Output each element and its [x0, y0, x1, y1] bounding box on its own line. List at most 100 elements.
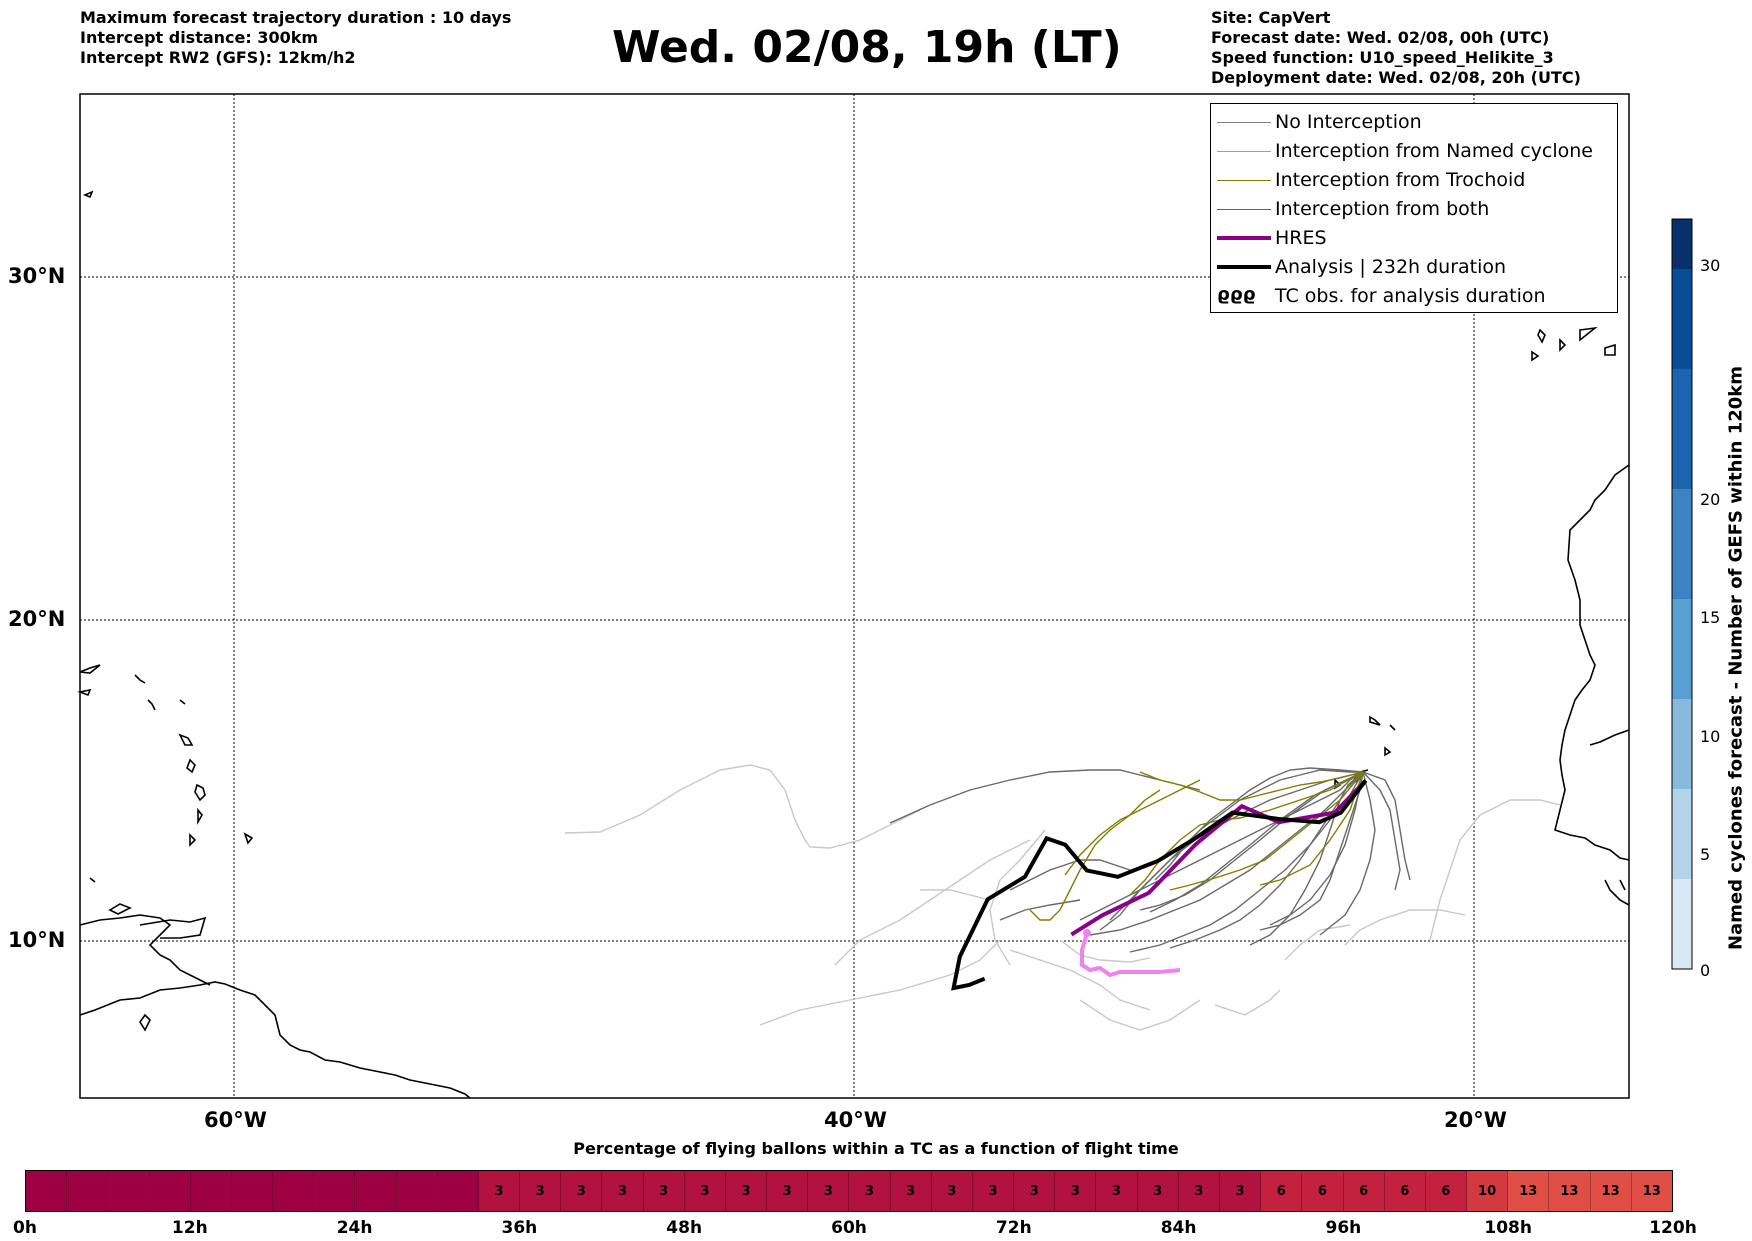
percentage-cell: 3 [1096, 1171, 1138, 1211]
percentage-cell: 10 [1467, 1171, 1509, 1211]
percentage-cell [190, 1171, 232, 1211]
percentage-cell: 3 [1137, 1171, 1179, 1211]
percentage-bar-tick: 120h [1649, 1218, 1697, 1238]
colorbar-label: Named cyclones forecast - Number of GEFS… [1725, 365, 1747, 951]
percentage-cell: 3 [520, 1171, 562, 1211]
coastlines [77, 190, 1630, 1099]
colorbar-tick: 10 [1700, 727, 1721, 746]
colorbar-tick: 15 [1700, 608, 1721, 627]
legend-label: TC obs. for analysis duration [1275, 285, 1546, 307]
percentage-cell: 3 [849, 1171, 891, 1211]
header-left-line: Intercept RW2 (GFS): 12km/h2 [80, 48, 356, 67]
percentage-cell [355, 1171, 397, 1211]
percentage-cell [437, 1171, 479, 1211]
percentage-cell: 13 [1508, 1171, 1550, 1211]
percentage-cell: 3 [1178, 1171, 1220, 1211]
gridlines [80, 94, 1629, 1098]
analysis-line [951, 779, 1368, 991]
legend-label: Interception from Trochoid [1275, 169, 1526, 191]
legend-label: Interception from Named cyclone [1275, 140, 1593, 162]
percentage-bar: 3 3 3 3 3 3 3 3 3 3 3 3 3 3 3 3 3 3 3 6 6 6 6 6 10 13 13 13 13 [25, 1170, 1673, 1212]
percentage-cell: 3 [931, 1171, 973, 1211]
header-left-line: Intercept distance: 300km [80, 28, 319, 47]
percentage-cell: 6 [1343, 1171, 1385, 1211]
header-right-line: Forecast date: Wed. 02/08, 00h (UTC) [1211, 28, 1550, 47]
legend-swatch [1217, 209, 1271, 210]
x-tick-label: 20°W [1444, 1108, 1507, 1132]
percentage-bar-title: Percentage of flying ballons within a TC… [573, 1139, 1179, 1158]
percentage-cell [108, 1171, 150, 1211]
percentage-cell [314, 1171, 356, 1211]
percentage-bar-tick: 48h [666, 1218, 703, 1238]
percentage-cell: 6 [1261, 1171, 1303, 1211]
percentage-cell: 3 [1219, 1171, 1262, 1211]
colorbar [1671, 218, 1693, 970]
percentage-bar-tick: 108h [1484, 1218, 1532, 1238]
y-tick-label: 30°N [8, 264, 66, 288]
legend-entry: No Interception [1211, 108, 1617, 137]
percentage-cell: 3 [725, 1171, 768, 1211]
percentage-cell [231, 1171, 274, 1211]
header-right-line: Speed function: U10_speed_Helikite_3 [1211, 48, 1554, 67]
header-left: Maximum forecast trajectory duration : 1… [80, 8, 511, 68]
legend-swatch [1217, 265, 1271, 269]
percentage-cell: 6 [1384, 1171, 1426, 1211]
hres-line [1070, 779, 1368, 937]
percentage-cell: 3 [602, 1171, 644, 1211]
legend-label: Analysis | 232h duration [1275, 256, 1507, 278]
percentage-cell [396, 1171, 438, 1211]
percentage-cell: 3 [972, 1171, 1015, 1211]
percentage-cell: 3 [767, 1171, 809, 1211]
percentage-cell: 13 [1631, 1171, 1672, 1211]
legend-swatch [1217, 180, 1271, 181]
y-tick-label: 10°N [8, 928, 66, 952]
x-tick-label: 60°W [204, 1108, 267, 1132]
percentage-cell [273, 1171, 315, 1211]
legend-entry: ϱϱϱ TC obs. for analysis duration [1211, 282, 1617, 311]
trajectories-light [564, 764, 1561, 1031]
percentage-bar-tick: 36h [501, 1218, 538, 1238]
header-right-line: Site: CapVert [1211, 8, 1331, 27]
percentage-cell: 3 [808, 1171, 850, 1211]
legend: No Interception Interception from Named … [1210, 103, 1618, 313]
percentage-cell [149, 1171, 191, 1211]
tc-symbol-icon: ϱϱϱ [1217, 284, 1256, 305]
percentage-cell: 3 [684, 1171, 726, 1211]
colorbar-tick: 0 [1700, 961, 1711, 980]
x-tick-label: 40°W [824, 1108, 887, 1132]
hres-end-marker [1083, 929, 1091, 937]
legend-label: No Interception [1275, 111, 1422, 133]
percentage-cell: 3 [1055, 1171, 1097, 1211]
percentage-cell [67, 1171, 109, 1211]
percentage-bar-tick: 60h [831, 1218, 867, 1238]
percentage-bar-tick: 84h [1160, 1218, 1197, 1238]
percentage-cell: 3 [1014, 1171, 1056, 1211]
percentage-bar-tick: 12h [171, 1218, 208, 1238]
legend-entry: Analysis | 232h duration [1211, 253, 1617, 282]
legend-entry: HRES [1211, 224, 1617, 253]
percentage-cell: 13 [1590, 1171, 1632, 1211]
colorbar-tick: 5 [1700, 845, 1711, 864]
percentage-cell: 6 [1302, 1171, 1344, 1211]
legend-swatch [1217, 236, 1271, 240]
percentage-cell: 3 [890, 1171, 932, 1211]
percentage-bar-tick: 72h [995, 1218, 1032, 1238]
header-left-line: Maximum forecast trajectory duration : 1… [80, 8, 512, 27]
header-right: Site: CapVert Forecast date: Wed. 02/08,… [1211, 8, 1581, 88]
header-right-line: Deployment date: Wed. 02/08, 20h (UTC) [1211, 68, 1581, 87]
percentage-cell: 6 [1425, 1171, 1468, 1211]
legend-swatch [1217, 122, 1271, 123]
percentage-bar-tick: 0h [13, 1218, 37, 1238]
percentage-bar-tick: 24h [336, 1218, 373, 1238]
percentage-cell [26, 1171, 68, 1211]
trajectories-no-interception [889, 767, 1411, 953]
percentage-bar-tick: 96h [1325, 1218, 1362, 1238]
colorbar-tick: 20 [1700, 490, 1721, 509]
legend-entry: Interception from Named cyclone [1211, 137, 1617, 166]
y-tick-label: 20°N [8, 607, 66, 631]
colorbar-tick: 30 [1700, 256, 1721, 275]
legend-swatch [1217, 151, 1271, 152]
legend-label: Interception from both [1275, 198, 1490, 220]
percentage-cell: 3 [478, 1171, 521, 1211]
